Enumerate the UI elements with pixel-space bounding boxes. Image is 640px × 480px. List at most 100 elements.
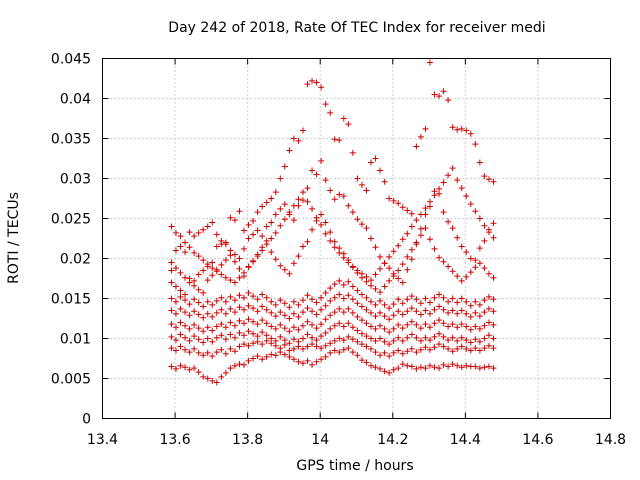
point-marker bbox=[490, 308, 497, 315]
point-marker bbox=[195, 271, 202, 278]
point-marker bbox=[286, 315, 293, 322]
point-marker bbox=[408, 210, 415, 217]
point-marker bbox=[349, 209, 356, 216]
point-marker bbox=[467, 339, 474, 346]
point-marker bbox=[467, 302, 474, 309]
point-marker bbox=[399, 261, 406, 268]
point-marker bbox=[395, 275, 402, 282]
point-marker bbox=[449, 225, 456, 232]
point-marker bbox=[358, 291, 365, 298]
point-marker bbox=[349, 149, 356, 156]
point-marker bbox=[440, 333, 447, 340]
point-marker bbox=[272, 211, 279, 218]
point-marker bbox=[467, 326, 474, 333]
point-marker bbox=[408, 318, 415, 325]
point-marker bbox=[259, 233, 266, 240]
point-marker bbox=[476, 215, 483, 222]
point-marker bbox=[440, 343, 447, 350]
point-marker bbox=[368, 282, 375, 289]
point-marker bbox=[290, 135, 297, 142]
point-marker bbox=[263, 199, 270, 206]
point-marker bbox=[281, 351, 288, 358]
point-marker bbox=[440, 361, 447, 368]
point-marker bbox=[213, 379, 220, 386]
point-marker bbox=[177, 233, 184, 240]
point-marker bbox=[231, 217, 238, 224]
point-marker bbox=[222, 324, 229, 331]
point-marker bbox=[381, 301, 388, 308]
point-marker bbox=[322, 329, 329, 336]
point-marker bbox=[331, 281, 338, 288]
point-marker bbox=[422, 125, 429, 132]
point-marker bbox=[177, 305, 184, 312]
point-marker bbox=[218, 306, 225, 313]
point-marker bbox=[436, 93, 443, 100]
point-marker bbox=[377, 265, 384, 272]
point-marker bbox=[422, 295, 429, 302]
point-marker bbox=[467, 130, 474, 137]
point-marker bbox=[299, 345, 306, 352]
point-marker bbox=[309, 205, 316, 212]
point-marker bbox=[227, 293, 234, 300]
point-marker bbox=[458, 364, 465, 371]
point-marker bbox=[182, 291, 189, 298]
point-marker bbox=[404, 230, 411, 237]
point-marker bbox=[168, 333, 175, 340]
point-marker bbox=[245, 289, 252, 296]
point-marker bbox=[458, 295, 465, 302]
point-marker bbox=[331, 337, 338, 344]
point-marker bbox=[485, 176, 492, 183]
point-marker bbox=[227, 319, 234, 326]
point-marker bbox=[372, 337, 379, 344]
y-tick-label: 0.03 bbox=[60, 172, 91, 188]
point-marker bbox=[404, 296, 411, 303]
point-marker bbox=[422, 225, 429, 232]
point-marker bbox=[458, 185, 465, 192]
point-marker bbox=[204, 375, 211, 382]
x-axis-label: GPS time / hours bbox=[296, 458, 413, 474]
point-marker bbox=[204, 335, 211, 342]
point-marker bbox=[304, 343, 311, 350]
point-marker bbox=[399, 311, 406, 318]
point-marker bbox=[254, 333, 261, 340]
point-marker bbox=[390, 273, 397, 280]
point-marker bbox=[336, 191, 343, 198]
point-marker bbox=[200, 339, 207, 346]
point-marker bbox=[222, 350, 229, 357]
point-marker bbox=[340, 115, 347, 122]
point-marker bbox=[354, 216, 361, 223]
point-marker bbox=[195, 369, 202, 376]
point-marker bbox=[368, 235, 375, 242]
point-marker bbox=[431, 344, 438, 351]
point-marker bbox=[313, 79, 320, 86]
point-marker bbox=[377, 289, 384, 296]
point-marker bbox=[422, 307, 429, 314]
point-marker bbox=[399, 279, 406, 286]
point-marker bbox=[218, 271, 225, 278]
point-marker bbox=[304, 185, 311, 192]
point-marker bbox=[426, 59, 433, 66]
point-marker bbox=[177, 293, 184, 300]
point-marker bbox=[195, 325, 202, 332]
point-marker bbox=[404, 334, 411, 341]
point-marker bbox=[309, 334, 316, 341]
point-marker bbox=[218, 373, 225, 380]
point-marker bbox=[358, 357, 365, 364]
grid-lines bbox=[102, 58, 611, 419]
point-marker bbox=[417, 225, 424, 232]
point-marker bbox=[290, 202, 297, 209]
point-marker bbox=[454, 299, 461, 306]
point-marker bbox=[268, 235, 275, 242]
point-marker bbox=[386, 265, 393, 272]
point-marker bbox=[222, 369, 229, 376]
point-marker bbox=[445, 309, 452, 316]
point-marker bbox=[354, 267, 361, 274]
point-marker bbox=[327, 237, 334, 244]
point-marker bbox=[318, 211, 325, 218]
point-marker bbox=[231, 251, 238, 258]
point-marker bbox=[231, 322, 238, 329]
point-marker bbox=[386, 341, 393, 348]
point-marker bbox=[440, 88, 447, 95]
point-marker bbox=[458, 243, 465, 250]
point-marker bbox=[254, 308, 261, 315]
